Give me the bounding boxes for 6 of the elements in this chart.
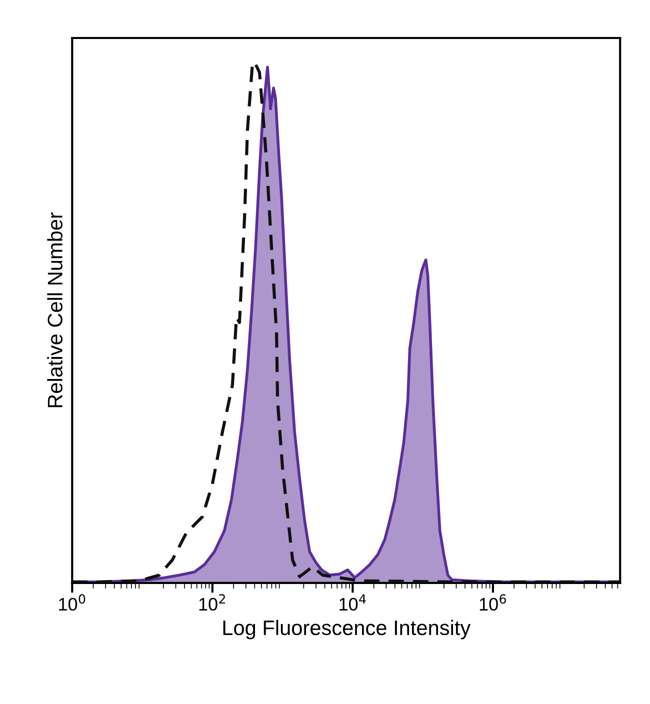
x-tick-label: 10$^{4}$ — [340, 594, 366, 611]
x-tick-label: 10$^{0}$ — [59, 594, 86, 611]
x-tick-label: 10$^{6}$ — [480, 594, 506, 611]
y-axis-title: Relative Cell Number — [47, 212, 62, 408]
x-tick-label: 10$^{2}$ — [199, 594, 226, 611]
x-axis-title: Log Fluorescence Intensity — [223, 620, 471, 640]
